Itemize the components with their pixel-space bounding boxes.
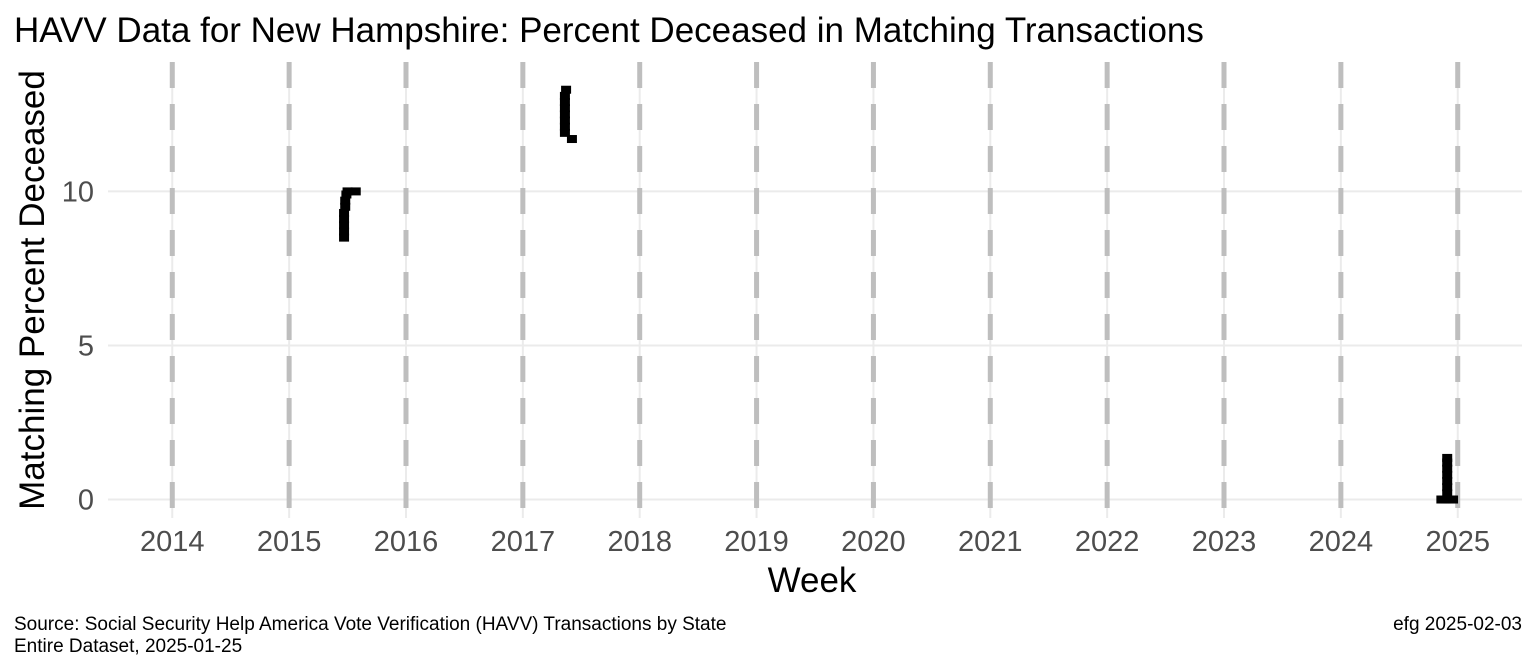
year-boundary-lines: [169, 62, 1461, 518]
credit-caption: efg 2025-02-03: [1393, 614, 1522, 635]
source-line-2: Entire Dataset, 2025-01-25: [14, 636, 243, 657]
data-point: [559, 104, 570, 113]
data-point: [559, 91, 570, 100]
x-tick-label: 2024: [1309, 526, 1374, 558]
x-tick-label: 2025: [1425, 526, 1490, 558]
x-tick-label: 2023: [1192, 526, 1257, 558]
data-point: [339, 221, 350, 230]
x-tick-label: 2019: [724, 526, 789, 558]
chart-title: HAVV Data for New Hampshire: Percent Dec…: [14, 11, 1204, 50]
y-tick-label: 0: [78, 485, 94, 517]
data-points: [339, 85, 1459, 504]
data-point: [340, 196, 351, 205]
data-point: [1442, 477, 1453, 486]
y-tick-label: 5: [78, 330, 94, 362]
data-point: [566, 135, 577, 144]
x-tick-label: 2021: [958, 526, 1023, 558]
data-point: [559, 128, 570, 137]
data-point: [339, 233, 350, 242]
data-point: [339, 208, 350, 217]
data-point: [339, 215, 350, 224]
source-caption: Source: Social Security Help America Vot…: [14, 614, 726, 658]
x-axis-ticks: 2014 2015 2016 2017 2018 2019 2020 2021 2022 2023…: [140, 526, 1490, 558]
y-axis-ticks: 0 5 10: [62, 176, 94, 516]
x-tick-label: 2014: [140, 526, 205, 558]
data-point: [342, 187, 353, 196]
x-axis-title: Week: [768, 561, 857, 600]
data-point: [1442, 453, 1453, 462]
data-point: [559, 98, 570, 107]
x-tick-label: 2016: [374, 526, 439, 558]
chart: HAVV Data for New Hampshire: Percent Dec…: [13, 11, 1522, 600]
data-point: [559, 122, 570, 131]
data-point: [1442, 483, 1453, 492]
y-axis-title: Matching Percent Deceased: [13, 70, 52, 510]
grid-layer: [108, 62, 1522, 518]
source-line-1: Source: Social Security Help America Vot…: [14, 614, 727, 635]
x-tick-label: 2020: [841, 526, 906, 558]
data-point: [1442, 489, 1453, 498]
y-tick-label: 10: [62, 176, 94, 208]
data-point: [1448, 495, 1459, 504]
data-point: [340, 202, 351, 211]
data-point: [1442, 470, 1453, 479]
x-tick-label: 2018: [607, 526, 672, 558]
data-point: [559, 110, 570, 119]
x-tick-label: 2022: [1075, 526, 1140, 558]
data-point: [339, 227, 350, 236]
data-point: [1442, 464, 1453, 473]
x-tick-label: 2017: [491, 526, 556, 558]
data-point: [559, 116, 570, 125]
data-point: [350, 187, 361, 196]
data-point: [561, 85, 572, 94]
x-tick-label: 2015: [257, 526, 322, 558]
data-point: [1442, 458, 1453, 467]
